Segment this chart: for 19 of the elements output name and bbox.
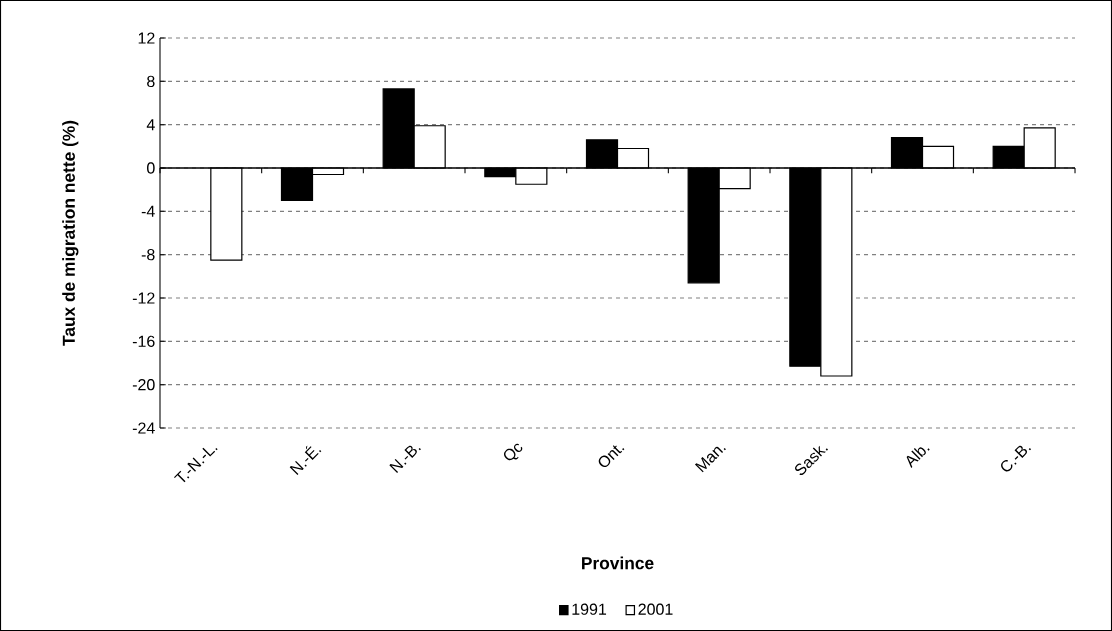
x-tick-label: Ont. (598, 445, 625, 468)
x-tick-label: Man. (694, 446, 726, 473)
y-tick-label: 0 (147, 162, 155, 174)
x-tick-label: C.-B. (1001, 445, 1032, 472)
x-tick-label: Alb. (906, 447, 930, 469)
y-tick-label: -20 (132, 379, 155, 391)
y-tick-label: 4 (146, 119, 155, 131)
x-tick-label: Qc (503, 443, 523, 461)
x-axis-title: Province (582, 556, 654, 570)
legend-label: 1991 (572, 603, 607, 615)
y-tick-label: -16 (132, 335, 155, 347)
y-tick-label: 8 (147, 75, 155, 87)
y-tick-label: -24 (132, 422, 155, 434)
y-tick-label: -8 (141, 249, 155, 261)
y-tick-label: -4 (141, 205, 155, 217)
y-axis-title: Taux de migration nette (%) (62, 120, 79, 346)
legend-label: 2001 (638, 603, 673, 615)
y-tick-label: 12 (138, 32, 155, 44)
y-tick-label: -12 (132, 292, 155, 304)
